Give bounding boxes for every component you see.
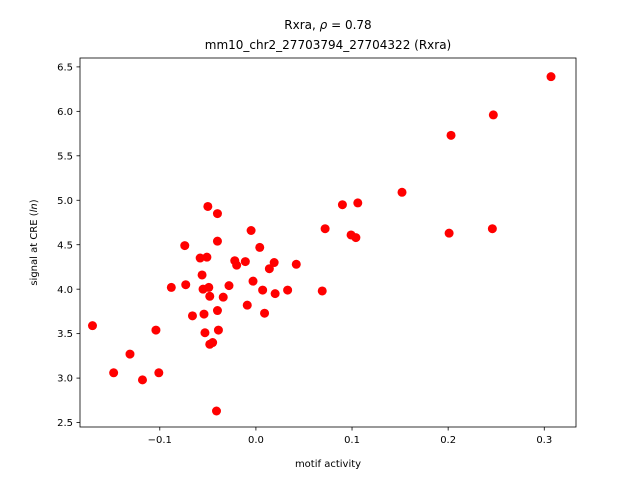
data-point — [137, 375, 147, 385]
data-point — [320, 224, 330, 234]
y-axis-label-prefix: signal at CRE ( — [29, 212, 40, 285]
data-point — [125, 349, 135, 359]
data-point — [283, 285, 293, 295]
y-tick-label: 4.5 — [57, 240, 73, 251]
data-point — [240, 257, 250, 267]
data-point — [197, 270, 207, 280]
x-tick-label: 0.2 — [440, 435, 456, 446]
y-axis-ticks: 2.5 3.0 3.5 4.0 4.5 5.0 5.5 6.0 6.5 — [57, 62, 80, 429]
data-points — [87, 72, 556, 416]
data-point — [242, 300, 252, 310]
data-point — [200, 328, 210, 338]
y-tick-label: 3.0 — [57, 374, 73, 385]
title-gene-name: Rxra, — [284, 18, 319, 32]
title-rho-value: = 0.78 — [327, 18, 371, 32]
data-point — [211, 406, 221, 416]
data-point — [317, 286, 327, 296]
x-tick-label: 0.3 — [536, 435, 552, 446]
data-point — [202, 252, 212, 262]
data-point — [224, 281, 234, 291]
data-point — [255, 242, 265, 252]
chart-title-line1: Rxra, ρ = 0.78 — [284, 18, 371, 32]
data-point — [212, 209, 222, 219]
data-point — [232, 260, 242, 270]
data-point — [204, 282, 214, 292]
data-point — [264, 264, 274, 274]
data-point — [212, 236, 222, 246]
data-point — [195, 253, 205, 263]
data-point — [269, 258, 279, 268]
data-point — [260, 308, 270, 318]
chart-title: Rxra, ρ = 0.78 mm10_chr2_27703794_277043… — [205, 18, 451, 52]
data-point — [203, 201, 213, 211]
data-point — [181, 280, 191, 290]
data-point — [151, 325, 161, 335]
x-tick-label: −0.1 — [148, 435, 172, 446]
x-tick-label: 0.1 — [344, 435, 360, 446]
y-tick-label: 5.0 — [57, 196, 73, 207]
data-point — [212, 306, 222, 316]
x-axis-ticks: −0.1 0.0 0.1 0.2 0.3 — [148, 427, 552, 446]
data-point — [180, 241, 190, 251]
data-point — [246, 225, 256, 235]
x-axis-label: motif activity — [295, 459, 361, 470]
y-tick-label: 3.5 — [57, 329, 73, 340]
y-axis-label-suffix: ) — [29, 199, 40, 203]
data-point — [337, 200, 347, 210]
data-point — [208, 338, 218, 348]
data-point — [397, 187, 407, 197]
data-point — [270, 289, 280, 299]
data-point — [199, 309, 209, 319]
data-point — [291, 259, 301, 269]
data-point — [205, 291, 215, 301]
data-point — [248, 276, 258, 286]
data-point — [487, 224, 497, 234]
y-tick-label: 6.5 — [57, 62, 73, 73]
data-point — [258, 285, 268, 295]
data-point — [353, 198, 363, 208]
y-tick-label: 4.0 — [57, 285, 73, 296]
title-rho-symbol: ρ — [320, 18, 328, 32]
data-point — [166, 282, 176, 292]
data-point — [488, 110, 498, 120]
y-axis-label: signal at CRE (ln) — [29, 199, 40, 285]
data-point — [87, 321, 97, 331]
data-point — [213, 325, 223, 335]
y-axis-label-italic: ln — [29, 203, 40, 212]
data-point — [109, 368, 119, 378]
x-tick-label: 0.0 — [248, 435, 264, 446]
data-point — [351, 233, 361, 243]
y-tick-label: 5.5 — [57, 151, 73, 162]
data-point — [444, 228, 454, 238]
data-point — [154, 368, 164, 378]
data-point — [446, 130, 456, 140]
y-tick-label: 6.0 — [57, 107, 73, 118]
data-point — [218, 292, 228, 302]
y-tick-label: 2.5 — [57, 418, 73, 429]
chart-title-line2: mm10_chr2_27703794_27704322 (Rxra) — [205, 38, 451, 52]
data-point — [546, 72, 556, 82]
plot-frame — [79, 57, 577, 428]
data-point — [187, 311, 197, 321]
